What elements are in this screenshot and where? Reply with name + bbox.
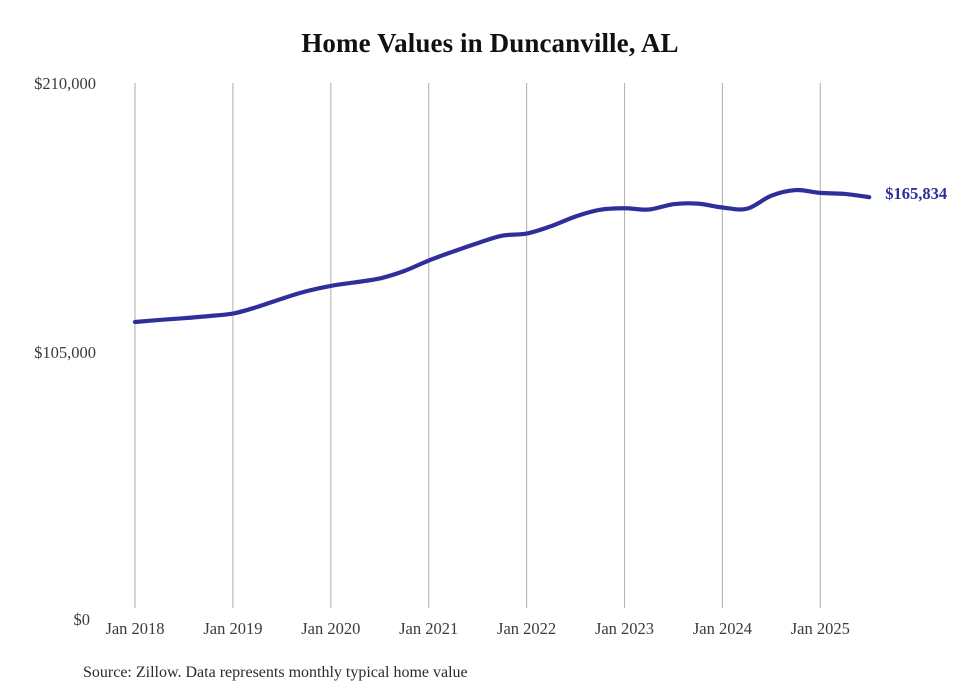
home-value-line-series — [132, 187, 872, 325]
source-note: Source: Zillow. Data represents monthly … — [83, 664, 468, 681]
x-axis-tick-jan-2019: Jan 2019 — [203, 619, 263, 638]
series-end-value-label: $165,834 — [885, 184, 948, 204]
y-axis-tick-0: $0 — [73, 610, 91, 629]
x-axis-tick-jan-2024: Jan 2024 — [692, 619, 752, 638]
x-axis-tick-jan-2018: Jan 2018 — [105, 619, 165, 638]
x-axis-tick-jan-2020: Jan 2020 — [301, 619, 361, 638]
gridlines-group — [134, 83, 821, 608]
y-axis-tick-210000: $210,000 — [34, 74, 96, 93]
x-axis-tick-jan-2023: Jan 2023 — [594, 619, 655, 638]
x-axis-tick-jan-2021: Jan 2021 — [399, 619, 459, 638]
x-axis-tick-jan-2022: Jan 2022 — [497, 619, 557, 638]
x-axis-tick-jan-2025: Jan 2025 — [790, 619, 850, 638]
y-axis-tick-105000: $105,000 — [34, 343, 96, 362]
page-title: Home Values in Duncanville, AL — [301, 28, 679, 58]
